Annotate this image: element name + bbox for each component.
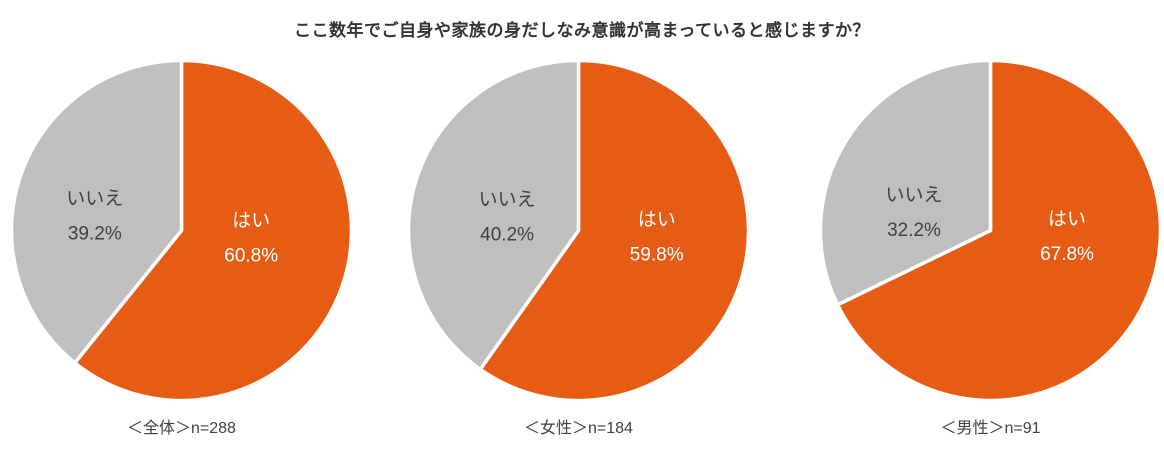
- pie-overall: はい 60.8% いいえ 39.2%: [9, 58, 354, 403]
- pie-caption-overall: ＜全体＞n=288: [127, 420, 236, 437]
- pie-slice-no: [406, 58, 581, 372]
- slice-label-no: いいえ 39.2%: [66, 189, 123, 245]
- slice-label-yes: はい 59.8%: [630, 210, 684, 266]
- pie-male: はい 67.8% いいえ 32.2%: [818, 58, 1163, 403]
- slice-label-no: いいえ 40.2%: [479, 190, 536, 246]
- pie-caption-female: ＜女性＞n=184: [524, 420, 633, 437]
- pie-chart-male: はい 67.8% いいえ 32.2% ＜男性＞n=91: [818, 58, 1163, 438]
- pie-caption-male: ＜男性＞n=91: [940, 420, 1041, 437]
- pie-slice-no: [9, 58, 184, 365]
- slice-label-yes: はい 67.8%: [1040, 209, 1094, 265]
- pie-female: はい 59.8% いいえ 40.2%: [406, 58, 751, 403]
- pie-slice-yes: [478, 58, 751, 403]
- chart-title: ここ数年でご自身や家族の身だしなみ意識が高まっていると感じますか？: [294, 21, 870, 40]
- pie-slice-yes: [835, 58, 1163, 403]
- slice-label-no: いいえ 32.2%: [885, 185, 942, 241]
- slice-label-yes: はい 60.8%: [224, 211, 278, 267]
- pie-chart-female: はい 59.8% いいえ 40.2% ＜女性＞n=184: [406, 58, 751, 438]
- pie-chart-overall: はい 60.8% いいえ 39.2% ＜全体＞n=288: [9, 58, 354, 438]
- pie-slice-no: [818, 58, 993, 307]
- pie-slice-yes: [73, 58, 354, 403]
